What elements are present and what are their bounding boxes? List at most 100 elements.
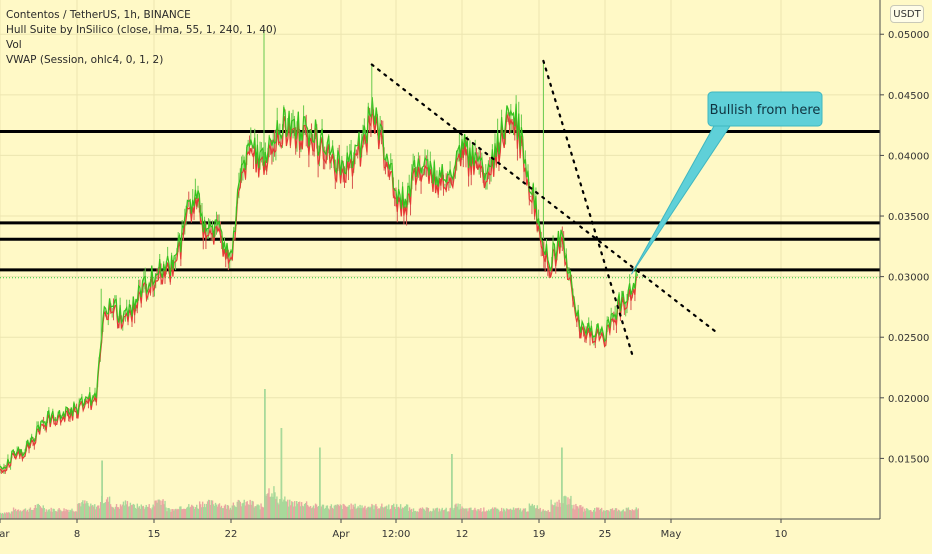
volume-bar xyxy=(605,510,608,519)
volume-bar xyxy=(398,508,401,519)
volume-bar xyxy=(295,506,297,519)
volume-bar xyxy=(502,508,505,519)
price-axis-bg xyxy=(880,0,932,550)
volume-bar xyxy=(223,505,226,519)
volume-bar xyxy=(483,507,485,519)
volume-bar xyxy=(110,506,113,519)
volume-bar xyxy=(317,506,320,519)
volume-bar xyxy=(478,509,480,519)
y-tick-label: 0.03000 xyxy=(888,273,929,284)
volume-bar xyxy=(227,505,230,519)
volume-bar xyxy=(518,509,521,519)
currency-button[interactable]: USDT xyxy=(890,5,924,23)
volume-bar xyxy=(327,508,330,519)
volume-bar xyxy=(405,504,408,519)
volume-bar xyxy=(593,509,595,519)
volume-bar xyxy=(353,506,355,519)
volume-bar xyxy=(585,510,587,519)
volume-bar xyxy=(482,511,484,519)
volume-bar xyxy=(65,509,67,519)
volume-bar xyxy=(461,506,463,519)
volume-bar xyxy=(238,500,240,519)
volume-bar xyxy=(122,501,125,519)
volume-bar xyxy=(515,508,518,519)
volume-bar xyxy=(163,504,165,519)
volume-bar xyxy=(125,504,128,519)
volume-bar xyxy=(503,509,506,519)
volume-bar xyxy=(145,504,147,519)
volume-bar xyxy=(297,503,299,519)
volume-bar xyxy=(304,502,307,519)
volume-bar xyxy=(600,507,603,519)
volume-bar xyxy=(36,504,39,519)
volume-bar xyxy=(84,500,86,519)
volume-bar xyxy=(358,507,360,519)
volume-bar xyxy=(464,508,466,519)
volume-bar xyxy=(604,510,607,519)
volume-bar xyxy=(455,503,457,519)
volume-bar xyxy=(510,509,513,519)
volume-bar xyxy=(20,511,23,519)
volume-bar xyxy=(535,508,537,519)
indicator-vwap[interactable]: VWAP (Session, ohlc4, 0, 1, 2) xyxy=(6,54,164,66)
volume-bar xyxy=(610,509,613,519)
volume-bar xyxy=(151,507,153,519)
volume-bar xyxy=(390,508,392,519)
volume-bar xyxy=(276,496,278,519)
y-tick-label: 0.04500 xyxy=(888,91,929,102)
volume-bar xyxy=(608,511,611,519)
volume-bar xyxy=(428,511,431,519)
volume-bar xyxy=(242,502,244,519)
volume-bar xyxy=(612,510,615,519)
volume-bar xyxy=(24,508,27,519)
indicator-volume[interactable]: Vol xyxy=(6,39,22,51)
symbol-title[interactable]: Contentos / TetherUS, 1h, BINANCE xyxy=(6,9,191,21)
volume-bar xyxy=(456,506,458,519)
volume-bar xyxy=(55,511,57,519)
volume-bar xyxy=(447,511,449,519)
volume-bar xyxy=(549,511,551,519)
volume-spike xyxy=(264,389,266,519)
volume-bar xyxy=(346,506,348,519)
volume-bar xyxy=(197,508,199,519)
volume-bar xyxy=(519,508,522,519)
volume-bar xyxy=(514,508,517,519)
volume-bar xyxy=(30,509,33,519)
volume-bar xyxy=(420,508,423,519)
chart-legend: Contentos / TetherUS, 1h, BINANCE Hull S… xyxy=(6,8,277,68)
volume-bar xyxy=(234,506,237,519)
volume-bar xyxy=(168,508,170,519)
volume-bar xyxy=(187,506,189,519)
volume-bar xyxy=(209,504,212,519)
x-tick-label: 8 xyxy=(74,529,80,540)
volume-bar xyxy=(73,511,75,519)
volume-bar xyxy=(307,506,310,519)
volume-bar xyxy=(365,509,367,519)
volume-bar xyxy=(71,508,73,519)
volume-bar xyxy=(69,509,71,519)
volume-bar xyxy=(436,507,438,519)
volume-bar xyxy=(382,507,384,519)
volume-bar xyxy=(402,508,405,519)
volume-bar xyxy=(576,506,578,519)
volume-bar xyxy=(626,508,629,519)
volume-bar xyxy=(213,505,216,519)
trendlines[interactable] xyxy=(370,59,717,361)
volume-bar xyxy=(584,508,586,519)
y-tick-label: 0.05000 xyxy=(888,30,929,41)
volume-bar xyxy=(543,510,545,519)
volume-bar xyxy=(99,502,102,519)
volume-bar xyxy=(591,511,593,519)
callout-annotation[interactable]: Bullish from here xyxy=(630,91,823,275)
indicator-hull-suite[interactable]: Hull Suite by InSilico (close, Hma, 55, … xyxy=(6,24,277,36)
volume-bar xyxy=(592,511,594,519)
volume-bar xyxy=(18,511,21,519)
volume-bar xyxy=(128,506,131,519)
volume-bar xyxy=(489,511,491,519)
volume-bar xyxy=(453,507,455,519)
volume-bar xyxy=(551,504,553,519)
x-tick-label: 22 xyxy=(225,529,238,540)
